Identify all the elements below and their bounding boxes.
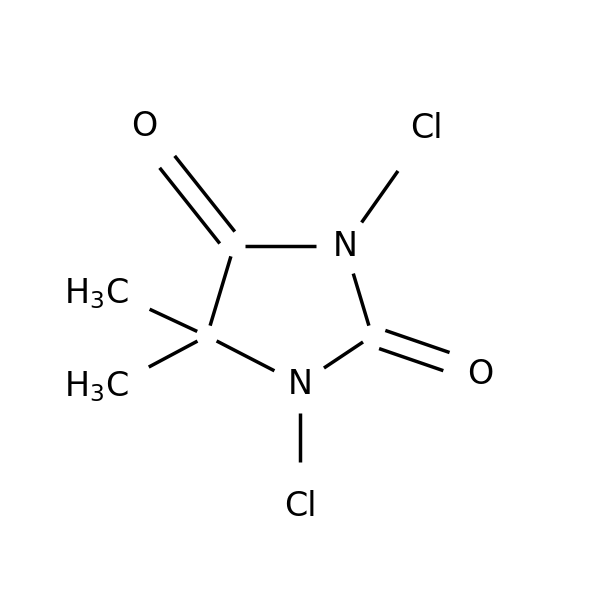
Text: Cl: Cl [410,113,442,145]
Text: H$_3$C: H$_3$C [64,370,129,404]
Text: N: N [332,229,358,263]
Text: O: O [467,358,493,391]
Text: Cl: Cl [284,491,316,523]
Text: H$_3$C: H$_3$C [64,277,129,311]
Text: O: O [131,109,157,142]
Text: N: N [287,367,313,401]
